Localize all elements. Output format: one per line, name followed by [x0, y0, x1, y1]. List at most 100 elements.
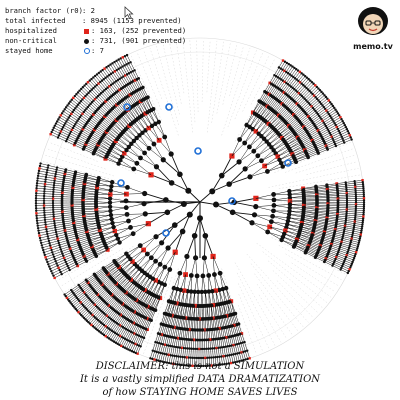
infected-node [157, 120, 161, 124]
infection-link [131, 124, 140, 135]
infected-node [37, 227, 39, 229]
infection-link [57, 234, 66, 236]
infection-link [327, 144, 335, 148]
infection-link [270, 75, 275, 83]
infection-link [266, 84, 271, 93]
infection-link [118, 317, 123, 324]
infection-link [271, 140, 283, 148]
infected-node [361, 227, 363, 229]
infection-link [338, 193, 347, 194]
infection-link [191, 349, 192, 358]
infection-link [74, 222, 85, 224]
infection-link [147, 261, 155, 275]
infected-node [68, 102, 70, 104]
prevented-link [268, 261, 323, 308]
infection-link [47, 230, 56, 232]
infection-link [337, 188, 346, 189]
infection-link [328, 146, 336, 149]
infected-node [35, 197, 37, 199]
infected-node [124, 55, 126, 57]
infection-link [131, 62, 135, 70]
infection-link [74, 178, 85, 180]
infection-link [111, 74, 116, 81]
infection-link [64, 180, 74, 182]
infected-node [42, 249, 44, 251]
infection-link [83, 211, 96, 212]
infection-link [137, 163, 151, 175]
infection-link [170, 337, 172, 346]
infection-link [216, 329, 217, 339]
infection-link [329, 110, 336, 115]
infection-link [252, 223, 268, 232]
infection-link [67, 105, 73, 110]
infection-link [291, 80, 297, 87]
infection-link [88, 316, 93, 322]
infection-link [81, 132, 90, 137]
infection-link [100, 227, 113, 232]
infection-link [114, 289, 121, 297]
infection-link [337, 219, 346, 220]
prevented-link [307, 162, 357, 175]
infection-link [83, 149, 93, 154]
infection-link [110, 199, 126, 201]
infected-node [66, 104, 68, 106]
infection-link [84, 147, 94, 152]
infection-link [111, 149, 123, 157]
infection-link [159, 344, 161, 353]
infection-link [127, 74, 131, 82]
infection-link [311, 239, 321, 243]
prevented-link [247, 254, 309, 322]
infection-link [132, 334, 136, 342]
infection-link [189, 349, 190, 358]
infection-link [62, 211, 72, 212]
infection-link [337, 221, 346, 222]
infection-link [117, 316, 122, 323]
infection-link [135, 70, 139, 78]
infected-node [119, 57, 121, 59]
infection-link [50, 243, 59, 246]
infection-link [99, 274, 108, 281]
infection-link [83, 198, 96, 200]
infection-link [143, 318, 147, 327]
infected-node [43, 251, 45, 253]
infection-link [40, 166, 48, 168]
infection-link [39, 171, 47, 173]
infection-link [65, 174, 75, 176]
infection-link [310, 241, 320, 245]
infection-link [209, 349, 210, 358]
infection-link [293, 71, 298, 77]
infection-link [203, 276, 205, 292]
infection-link [133, 71, 137, 79]
infection-link [110, 207, 126, 208]
infection-link [335, 261, 343, 265]
infection-link [324, 262, 332, 266]
infection-link [74, 180, 85, 182]
infection-link [185, 348, 186, 357]
infection-link [344, 229, 353, 231]
infection-link [141, 328, 145, 336]
infection-link [171, 154, 180, 174]
infection-link [328, 252, 336, 255]
infection-link [69, 135, 77, 139]
infection-link [217, 305, 219, 318]
infection-link [45, 221, 54, 222]
infected-node [40, 242, 42, 244]
infection-link [127, 187, 144, 193]
infection-link [156, 167, 171, 183]
infection-link [85, 221, 98, 223]
infection-link [73, 252, 82, 256]
infection-link [106, 282, 114, 289]
infection-link [139, 328, 143, 336]
infection-link [119, 338, 123, 345]
infection-link [121, 134, 131, 144]
infection-link [65, 172, 75, 174]
infection-link [79, 136, 88, 141]
infection-link [123, 77, 128, 85]
infection-link [204, 236, 205, 258]
disclaimer-line-2: It is a vastly simplified DATA DRAMATIZA… [0, 374, 400, 386]
infection-link [293, 81, 299, 88]
infection-link [326, 223, 336, 225]
infection-link [172, 338, 174, 347]
infection-link [234, 198, 256, 202]
hospitalized-node [248, 357, 250, 359]
